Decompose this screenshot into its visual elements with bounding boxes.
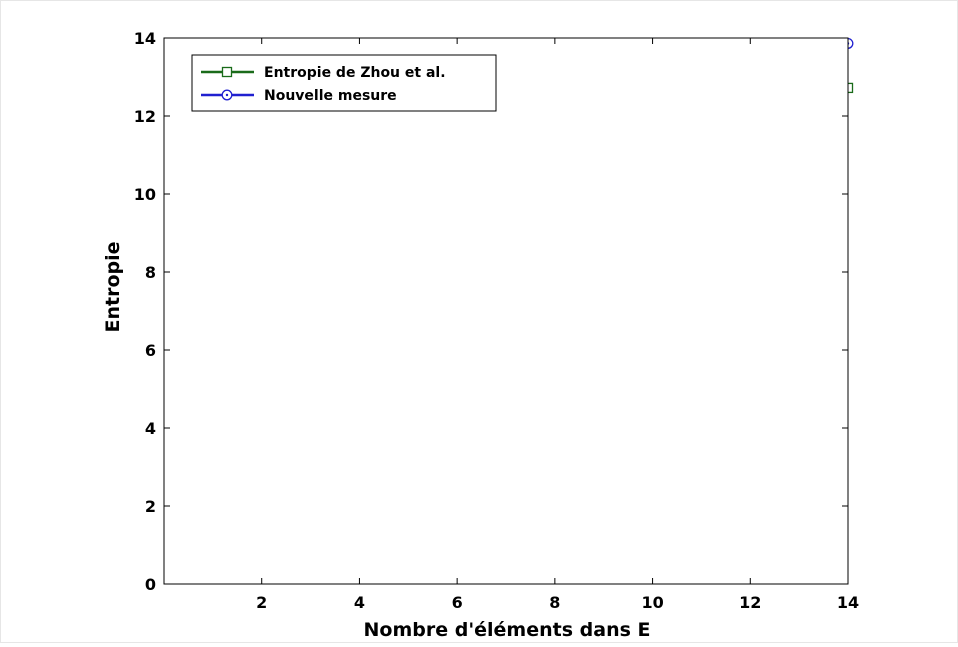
y-tick-label: 4 [145,419,156,438]
legend-label: Nouvelle mesure [264,88,397,104]
y-tick-label: 0 [145,575,156,594]
y-tick-label: 14 [134,29,156,48]
legend: Entropie de Zhou et al. Nouvelle mesure [191,54,497,112]
x-tick-label: 10 [641,593,663,612]
y-tick-label: 10 [134,185,156,204]
x-tick-label: 6 [452,593,463,612]
x-tick-label: 4 [354,593,365,612]
y-tick-label: 6 [145,341,156,360]
x-tick-label: 2 [256,593,267,612]
legend-marker [221,66,233,78]
legend-label: Entropie de Zhou et al. [264,65,446,81]
legend-box [191,54,497,112]
x-tick-label: 12 [739,593,761,612]
y-tick-label: 12 [134,107,156,126]
x-axis-title: Nombre d'éléments dans E [364,619,651,641]
axes: 2 4 6 8 10 12 14 0 2 4 6 8 10 12 14 [134,29,859,612]
plot-frame [163,37,849,585]
y-tick-label: 8 [145,263,156,282]
y-tick-label: 2 [145,497,156,516]
x-tick-label: 14 [837,593,859,612]
y-axis-title: Entropie [102,241,124,332]
legend-marker-dot [225,93,229,97]
x-tick-label: 8 [549,593,560,612]
